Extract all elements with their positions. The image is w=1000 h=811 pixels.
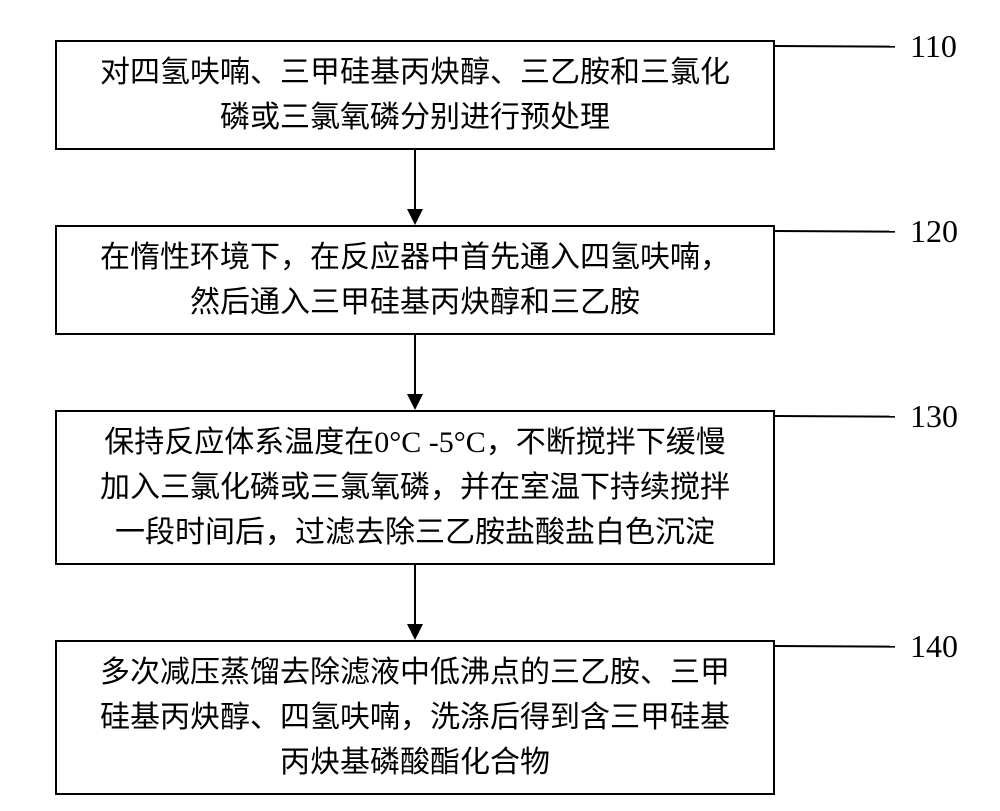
step-130: 保持反应体系温度在0°C -5°C，不断搅拌下缓慢 加入三氯化磷或三氯氧磷，并在… (55, 410, 775, 565)
step-140-leader (775, 645, 895, 648)
step-120-label: 120 (910, 213, 958, 250)
flowchart-canvas: 对四氢呋喃、三甲硅基丙炔醇、三乙胺和三氯化 磷或三氯氧磷分别进行预处理 110 在惰… (0, 0, 1000, 811)
step-130-label: 130 (910, 398, 958, 435)
step-140: 多次减压蒸馏去除滤液中低沸点的三乙胺、三甲 硅基丙炔醇、四氢呋喃，洗涤后得到含三… (55, 640, 775, 795)
step-140-text: 多次减压蒸馏去除滤液中低沸点的三乙胺、三甲 硅基丙炔醇、四氢呋喃，洗涤后得到含三… (100, 650, 730, 785)
arrow-down-icon (407, 624, 423, 640)
step-110-text: 对四氢呋喃、三甲硅基丙炔醇、三乙胺和三氯化 磷或三氯氧磷分别进行预处理 (100, 50, 730, 140)
arrow-0-line (414, 150, 416, 209)
arrow-2-line (414, 565, 416, 624)
step-110-label: 110 (910, 28, 957, 65)
step-140-label: 140 (910, 628, 958, 665)
step-110: 对四氢呋喃、三甲硅基丙炔醇、三乙胺和三氯化 磷或三氯氧磷分别进行预处理 (55, 40, 775, 150)
step-120-text: 在惰性环境下，在反应器中首先通入四氢呋喃， 然后通入三甲硅基丙炔醇和三乙胺 (100, 235, 730, 325)
step-120-leader (775, 230, 895, 233)
step-120: 在惰性环境下，在反应器中首先通入四氢呋喃， 然后通入三甲硅基丙炔醇和三乙胺 (55, 225, 775, 335)
step-130-leader (775, 415, 895, 418)
step-110-leader (775, 45, 895, 48)
arrow-1-line (414, 335, 416, 394)
arrow-down-icon (407, 209, 423, 225)
step-130-text: 保持反应体系温度在0°C -5°C，不断搅拌下缓慢 加入三氯化磷或三氯氧磷，并在… (100, 420, 730, 555)
arrow-down-icon (407, 394, 423, 410)
